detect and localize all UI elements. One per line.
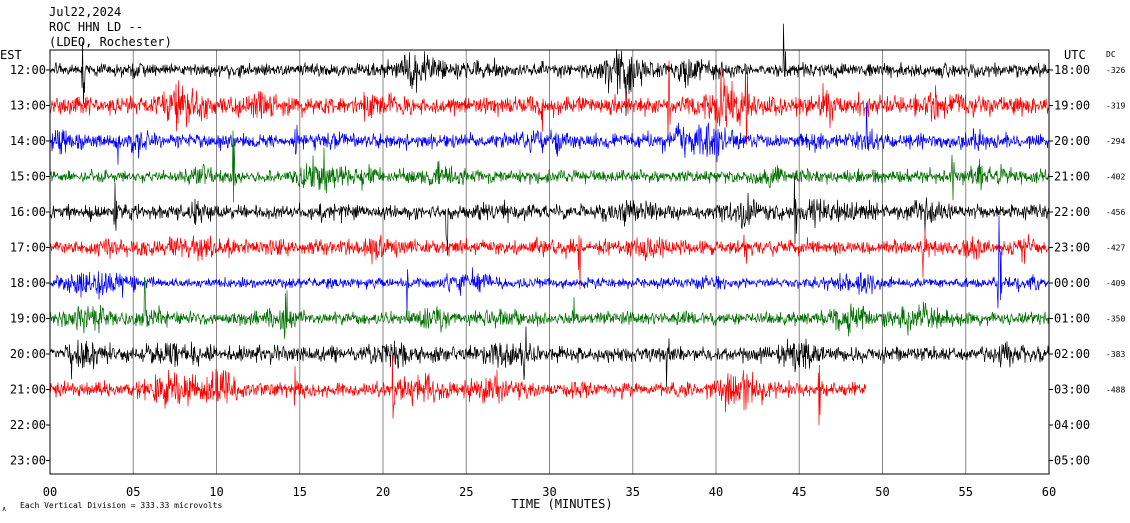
network-label: (LDEO, Rochester) xyxy=(49,35,172,49)
dc-offset-label: -383 xyxy=(1106,350,1125,359)
est-hour-label: 23:00 xyxy=(10,454,46,468)
station-label: ROC HHN LD -- xyxy=(49,20,143,34)
trace-group xyxy=(49,23,1050,426)
seismic-trace-1800 xyxy=(49,215,1050,321)
utc-hour-label: 00:00 xyxy=(1054,276,1090,290)
seismic-trace-1900 xyxy=(49,276,1050,339)
dc-offset-label: -409 xyxy=(1106,279,1125,288)
x-tick-label: 55 xyxy=(959,485,973,499)
utc-hour-label: 22:00 xyxy=(1054,205,1090,219)
x-tick-label: 30 xyxy=(542,485,556,499)
est-axis-title: EST xyxy=(0,48,22,62)
dc-offset-labels: -326 -319 -294 -402 -456 -427 -409 -350 -383 -488 xyxy=(1106,66,1125,395)
utc-hour-label: 01:00 xyxy=(1054,312,1090,326)
seismic-trace-2100 xyxy=(49,356,867,426)
scale-note: Each Vertical Division = 333.33 microvol… xyxy=(20,501,222,510)
est-hour-label: 21:00 xyxy=(10,383,46,397)
x-axis-label: TIME (MINUTES) xyxy=(511,497,612,511)
est-hour-label: 18:00 xyxy=(10,276,46,290)
x-tick-label: 45 xyxy=(792,485,806,499)
seismic-trace-2000 xyxy=(49,326,1050,387)
est-hour-label: 13:00 xyxy=(10,99,46,113)
x-tick-label: 40 xyxy=(709,485,723,499)
x-tick-labels: 00 05 10 15 20 25 30 35 40 45 50 55 60 xyxy=(43,485,1056,499)
utc-hour-label: 03:00 xyxy=(1054,383,1090,397)
utc-hour-label: 21:00 xyxy=(1054,170,1090,184)
date-label: Jul22,2024 xyxy=(49,5,121,19)
dc-offset-label: -326 xyxy=(1106,66,1125,75)
seismic-trace-1200 xyxy=(49,23,1050,117)
seismic-trace-1600 xyxy=(49,176,1050,256)
x-tick-label: 60 xyxy=(1042,485,1056,499)
seismic-trace-1300 xyxy=(49,60,1050,145)
scale-glyph: ∧ xyxy=(2,505,6,513)
x-tick-label: 25 xyxy=(459,485,473,499)
utc-hour-label: 02:00 xyxy=(1054,347,1090,361)
est-hour-label: 17:00 xyxy=(10,241,46,255)
x-tick-label: 05 xyxy=(126,485,140,499)
dc-axis-title: DC xyxy=(1106,50,1116,59)
utc-hour-labels: 18:00 19:00 20:00 21:00 22:00 23:00 00:00 01:00… xyxy=(1049,63,1090,468)
utc-hour-label: 18:00 xyxy=(1054,63,1090,77)
est-hour-label: 22:00 xyxy=(10,418,46,432)
est-hour-label: 16:00 xyxy=(10,205,46,219)
utc-hour-label: 20:00 xyxy=(1054,134,1090,148)
est-hour-label: 20:00 xyxy=(10,347,46,361)
est-hour-label: 15:00 xyxy=(10,170,46,184)
est-hour-label: 12:00 xyxy=(10,63,46,77)
chart-grid xyxy=(132,50,967,474)
dc-offset-label: -319 xyxy=(1106,102,1125,111)
dc-offset-label: -488 xyxy=(1106,386,1125,395)
est-hour-label: 14:00 xyxy=(10,134,46,148)
seismic-trace-1700 xyxy=(49,230,1050,290)
est-hour-label: 19:00 xyxy=(10,312,46,326)
x-tick-label: 35 xyxy=(626,485,640,499)
dc-offset-label: -427 xyxy=(1106,244,1125,253)
plot-frame xyxy=(49,49,1050,475)
dc-offset-label: -350 xyxy=(1106,315,1125,324)
utc-hour-label: 05:00 xyxy=(1054,454,1090,468)
utc-axis-title: UTC xyxy=(1064,48,1086,62)
utc-hour-label: 04:00 xyxy=(1054,418,1090,432)
x-tick-label: 15 xyxy=(293,485,307,499)
seismic-trace-1400 xyxy=(49,102,1050,165)
x-tick-label: 00 xyxy=(43,485,57,499)
seismic-trace-1500 xyxy=(49,130,1050,203)
x-tick-label: 20 xyxy=(376,485,390,499)
x-tick-label: 10 xyxy=(209,485,223,499)
dc-offset-label: -294 xyxy=(1106,137,1125,146)
dc-offset-label: -402 xyxy=(1106,173,1125,182)
utc-hour-label: 19:00 xyxy=(1054,99,1090,113)
utc-hour-label: 23:00 xyxy=(1054,241,1090,255)
x-tick-label: 50 xyxy=(875,485,889,499)
dc-offset-label: -456 xyxy=(1106,208,1125,217)
est-hour-labels: 12:00 13:00 14:00 15:00 16:00 17:00 18:00 19:00… xyxy=(10,63,50,468)
